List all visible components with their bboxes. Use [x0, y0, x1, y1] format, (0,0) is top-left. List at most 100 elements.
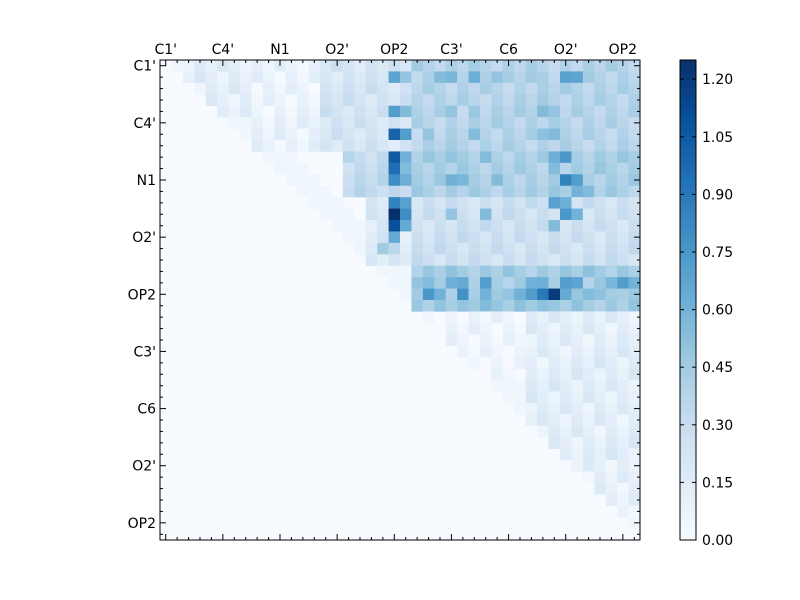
- colorbar-frame: [679, 59, 697, 541]
- heatmap-cell: [537, 105, 549, 118]
- heatmap-cell: [434, 277, 447, 289]
- heatmap-cell: [628, 494, 641, 507]
- heatmap-cell: [548, 220, 561, 232]
- heatmap-cell: [502, 277, 515, 289]
- heatmap-cell: [560, 140, 572, 152]
- heatmap-cell: [491, 162, 504, 175]
- heatmap-cell: [628, 471, 641, 484]
- heatmap-cell: [582, 242, 595, 255]
- minor-ticks: [160, 60, 640, 540]
- heatmap-cell: [377, 140, 389, 152]
- heatmap-cell: [594, 288, 607, 301]
- heatmap-cell: [628, 151, 641, 164]
- heatmap-cell: [537, 94, 549, 107]
- heatmap-cell: [411, 140, 424, 152]
- heatmap-cell: [571, 231, 584, 244]
- heatmap-cell: [457, 208, 469, 221]
- colorbar: [680, 60, 696, 540]
- heatmap-cell: [502, 105, 515, 118]
- heatmap-cell: [262, 71, 275, 84]
- heatmap-cell: [342, 105, 355, 118]
- heatmap-cell: [502, 311, 515, 324]
- y-tick-label: OP2: [128, 516, 156, 532]
- heatmap-cell: [628, 128, 641, 141]
- heatmap-cell: [605, 300, 618, 312]
- heatmap-cell: [537, 311, 549, 324]
- heatmap-cell: [560, 414, 572, 427]
- heatmap-cell: [594, 368, 607, 381]
- heatmap-cell: [560, 437, 572, 449]
- heatmap-cell: [594, 334, 607, 347]
- heatmap-cell: [502, 208, 515, 221]
- heatmap-cell: [617, 277, 629, 289]
- heatmap-cell: [605, 140, 618, 152]
- heatmap-cell: [560, 311, 572, 324]
- heatmap-cell: [525, 414, 538, 427]
- heatmap-cell: [354, 140, 367, 152]
- heatmap-cell: [548, 117, 561, 129]
- heatmap-cell: [377, 162, 389, 175]
- heatmap-cell: [491, 311, 504, 324]
- heatmap-cell: [594, 471, 607, 484]
- heatmap-cell: [594, 220, 607, 232]
- heatmap-cell: [194, 60, 207, 72]
- heatmap-cell: [480, 60, 492, 72]
- heatmap-cell: [422, 254, 435, 267]
- heatmap-cell: [388, 82, 401, 95]
- heatmap-cell: [502, 140, 515, 152]
- x-tick-label: N1: [270, 42, 289, 58]
- heatmap-cell: [228, 105, 241, 118]
- heatmap-cell: [445, 322, 458, 335]
- heatmap-cell: [571, 117, 584, 129]
- heatmap-cell: [457, 242, 469, 255]
- heatmap-cell: [525, 117, 538, 129]
- heatmap-cell: [594, 345, 607, 358]
- heatmap-cell: [605, 128, 618, 141]
- heatmap-cell: [525, 368, 538, 381]
- heatmap-cell: [480, 105, 492, 118]
- heatmap-cell: [434, 208, 447, 221]
- heatmap-cell: [628, 391, 641, 404]
- heatmap-cell: [491, 197, 504, 209]
- heatmap-cell: [251, 82, 264, 95]
- heatmap-cell: [480, 94, 492, 107]
- heatmap-cell: [251, 140, 264, 152]
- heatmap-cell: [560, 265, 572, 278]
- heatmap-cell: [445, 71, 458, 84]
- heatmap-cell: [388, 265, 401, 278]
- heatmap-cell: [582, 437, 595, 449]
- heatmap-cell: [502, 220, 515, 232]
- heatmap-cell: [468, 208, 481, 221]
- heatmap-cell: [480, 334, 492, 347]
- heatmap-cell: [354, 105, 367, 118]
- heatmap-cell: [491, 128, 504, 141]
- heatmap-cell: [617, 448, 629, 461]
- heatmap-cell: [514, 345, 527, 358]
- heatmap-cell: [582, 448, 595, 461]
- heatmap-cell: [400, 220, 412, 232]
- heatmap-cell: [502, 128, 515, 141]
- heatmap-cell: [571, 94, 584, 107]
- heatmap-cell: [491, 151, 504, 164]
- heatmap-cell: [422, 231, 435, 244]
- heatmap-cell: [617, 117, 629, 129]
- heatmap-cell: [457, 185, 469, 198]
- heatmap-cell: [285, 140, 298, 152]
- heatmap-cell: [560, 322, 572, 335]
- heatmap-cell: [422, 311, 435, 324]
- heatmap-cell: [422, 242, 435, 255]
- heatmap-cell: [582, 265, 595, 278]
- heatmap-cell: [548, 357, 561, 369]
- heatmap-cell: [548, 162, 561, 175]
- heatmap-cell: [605, 151, 618, 164]
- heatmap-cell: [480, 220, 492, 232]
- heatmap-cell: [480, 162, 492, 175]
- heatmap-cell: [365, 117, 378, 129]
- heatmap-cell: [617, 300, 629, 312]
- heatmap-cell: [617, 71, 629, 84]
- heatmap-cell: [445, 128, 458, 141]
- heatmap-cell: [525, 60, 538, 72]
- heatmap-cell: [594, 162, 607, 175]
- heatmap-cell: [548, 345, 561, 358]
- x-tick-labels: C1' C4' N1 O2' OP2 C3' C6 O2' OP2: [154, 42, 637, 58]
